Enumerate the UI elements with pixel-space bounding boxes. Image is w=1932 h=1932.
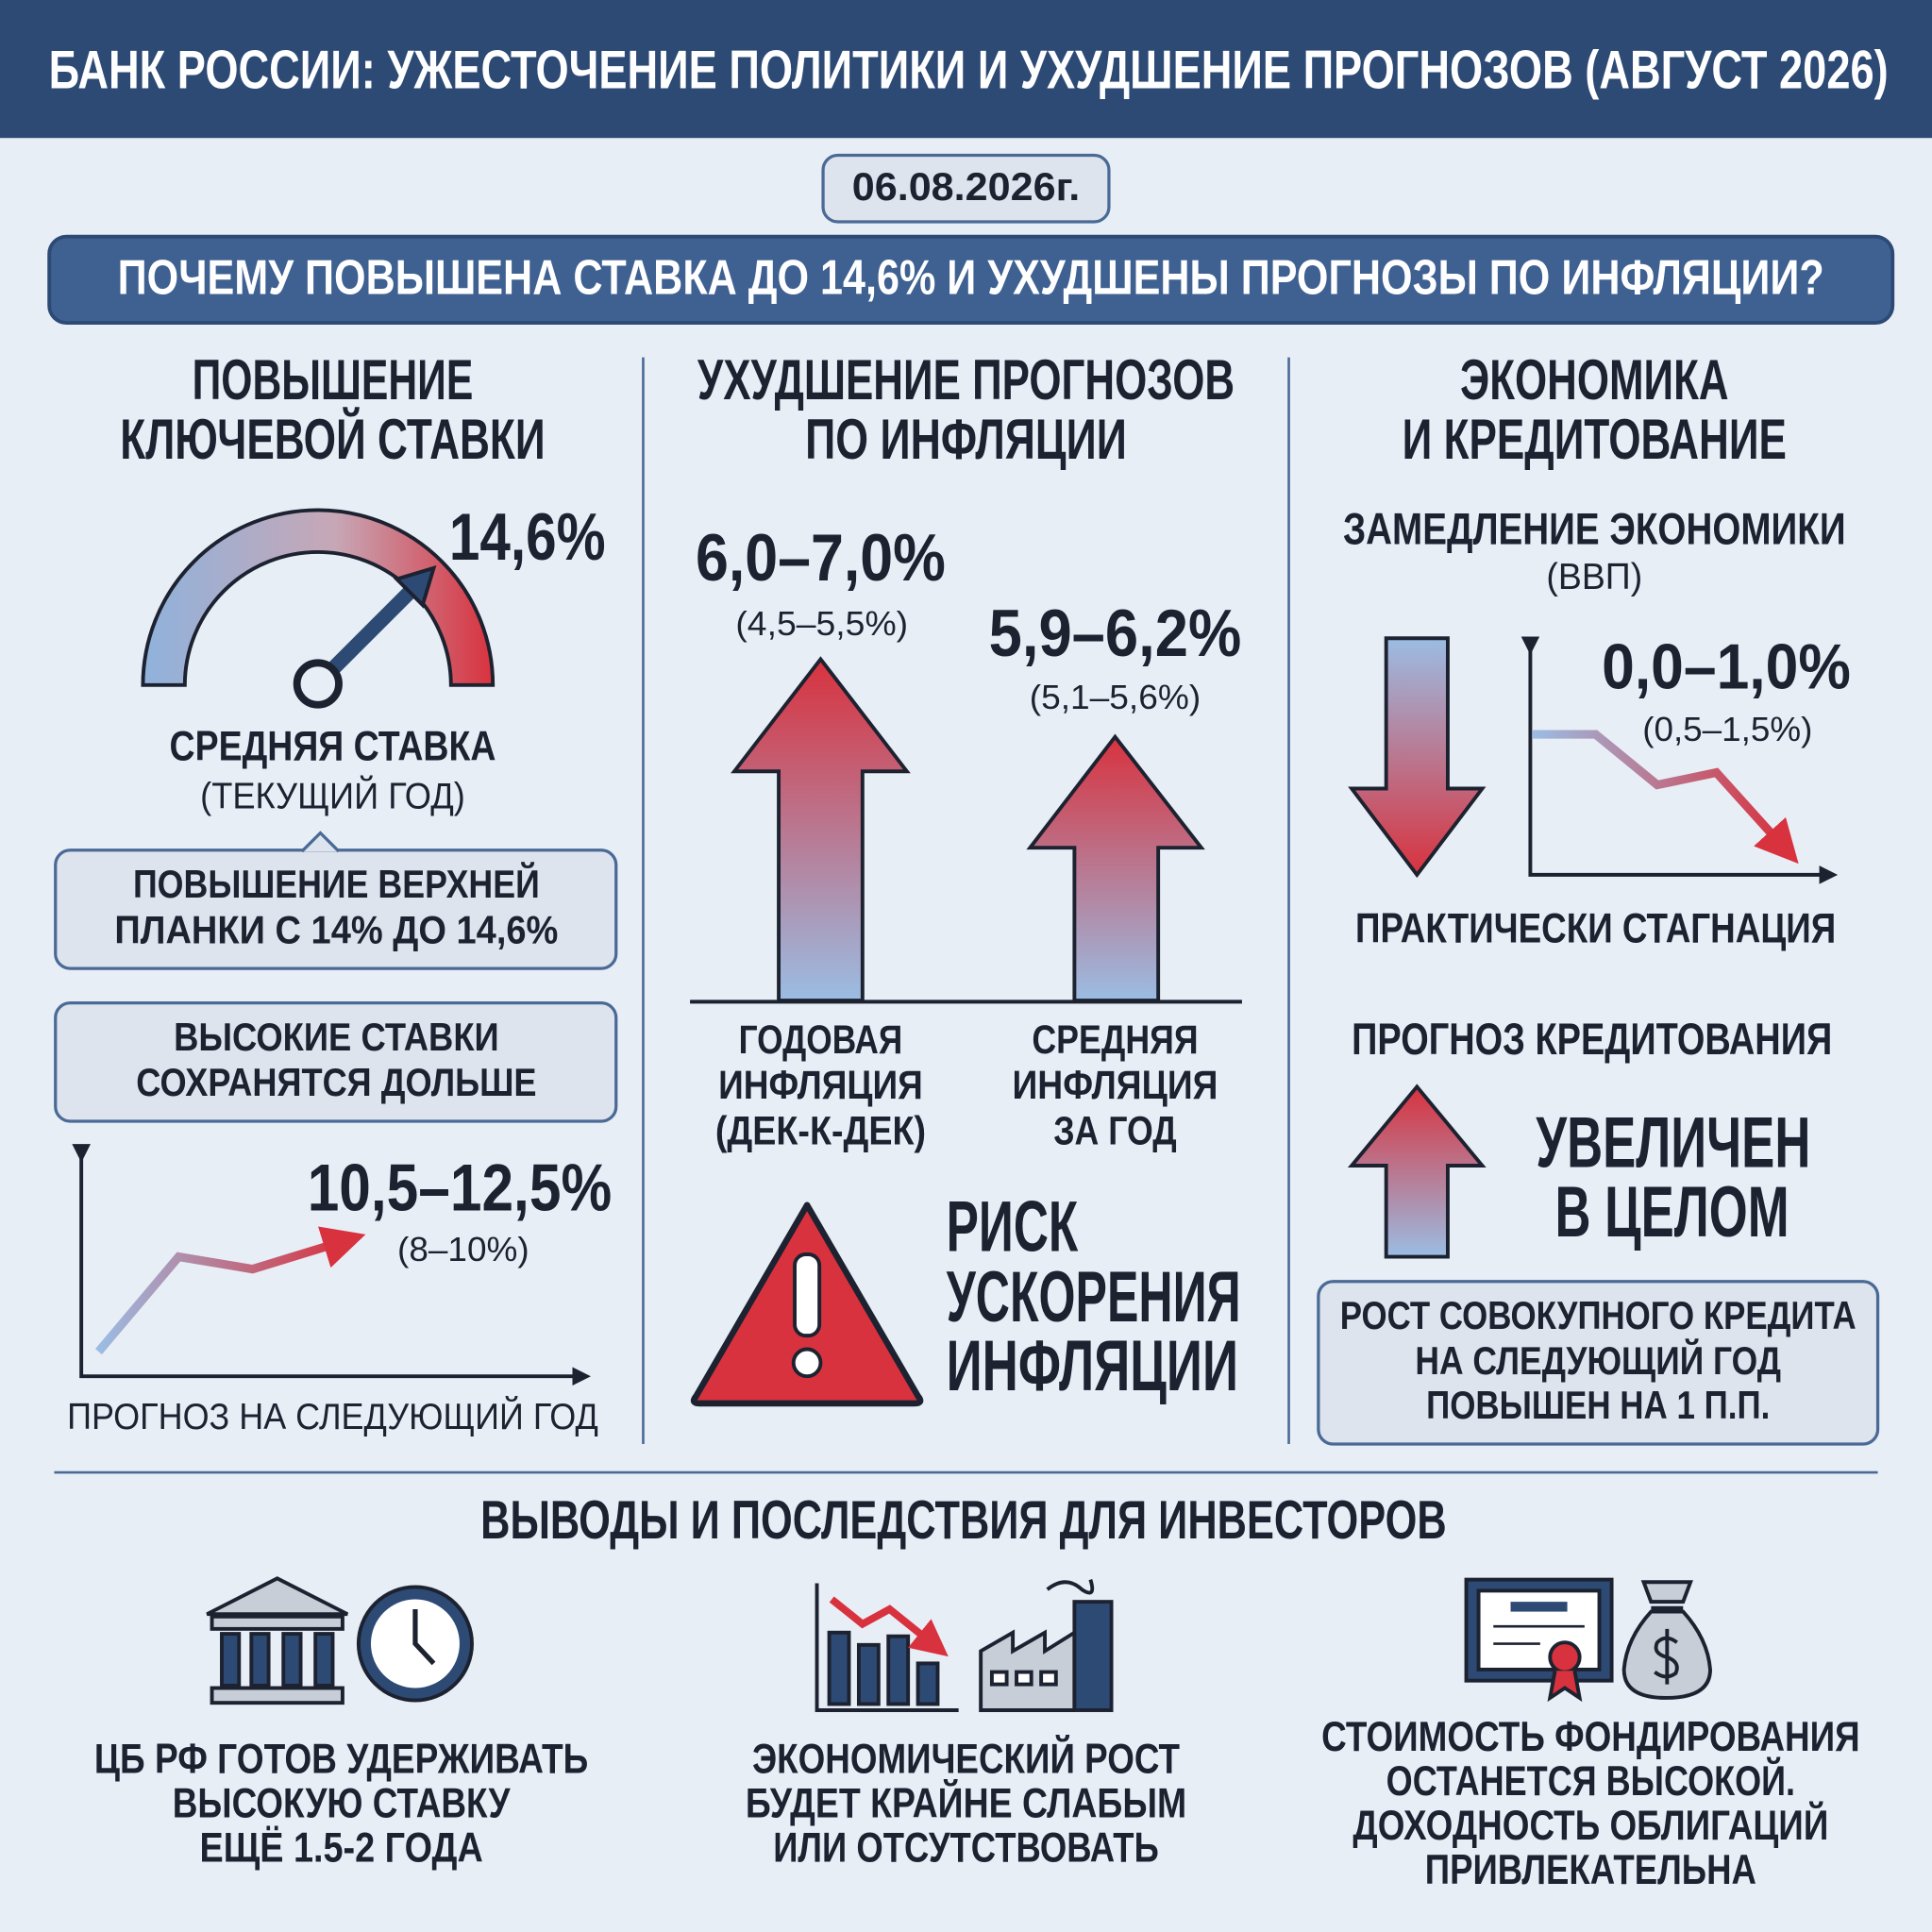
section-title: ЭКОНОМИКА — [1460, 348, 1729, 412]
credit-value: УВЕЛИЧЕН — [1536, 1103, 1810, 1184]
conclusion-text: БУДЕТ КРАЙНЕ СЛАБЫМ — [746, 1779, 1186, 1827]
label: (ТЕКУЩИЙ ГОД) — [200, 774, 465, 816]
arrow-up — [1026, 733, 1205, 1003]
prev-value: (4,5–5,5%) — [735, 604, 908, 643]
box-text: РОСТ СОВОКУПНОГО КРЕДИТА — [1340, 1293, 1856, 1337]
trend-line — [94, 1226, 366, 1355]
prev-value: (5,1–5,6%) — [1030, 678, 1201, 716]
box-text: НА СЛЕДУЮЩИЙ ГОД — [1415, 1337, 1781, 1383]
gauge-hub — [293, 659, 343, 709]
gauge-value: 14,6% — [449, 499, 606, 574]
label: ЗА ГОД — [1053, 1108, 1177, 1153]
chart-axes — [1520, 636, 1839, 884]
section-title: ПОВЫШЕНИЕ — [193, 348, 474, 412]
chart-icon — [815, 1583, 959, 1712]
label: ИНФЛЯЦИЯ — [718, 1063, 923, 1108]
factory-icon — [979, 1579, 1114, 1712]
gauge — [141, 508, 496, 687]
risk-text: ИНФЛЯЦИИ — [947, 1326, 1238, 1406]
box-text: СОХРАНЯТСЯ ДОЛЬШЕ — [136, 1060, 536, 1104]
arrow-down — [1348, 636, 1487, 879]
conclusion-text: ВЫСОКУЮ СТАВКУ — [173, 1781, 512, 1827]
label: СРЕДНЯЯ СТАВКА — [170, 723, 496, 769]
forecast-value: 10,5–12,5% — [308, 1150, 612, 1224]
chart-axes — [72, 1144, 591, 1386]
title: БАНК РОССИИ: УЖЕСТОЧЕНИЕ ПОЛИТИКИ И УХУД… — [49, 41, 1889, 101]
header-bar — [0, 0, 1932, 139]
gauge-needle-head — [393, 564, 437, 609]
risk-text: УСКОРЕНИЯ — [947, 1257, 1241, 1337]
risk-text: РИСК — [947, 1186, 1079, 1267]
label: ПРАКТИЧЕСКИ СТАГНАЦИЯ — [1355, 906, 1836, 952]
conclusion-text: ПРИВЛЕКАТЕЛЬНА — [1425, 1847, 1756, 1893]
label: ИНФЛЯЦИЯ — [1012, 1063, 1218, 1108]
section-title: ВЫВОДЫ И ПОСЛЕДСТВИЯ ДЛЯ ИНВЕСТОРОВ — [480, 1490, 1446, 1551]
label: СРЕДНЯЯ — [1032, 1017, 1198, 1063]
arrow-up — [1347, 1084, 1487, 1259]
conclusion-text: ОСТАНЕТСЯ ВЫСОКОЙ. — [1386, 1756, 1795, 1805]
label: (ДЕК-К-ДЕК) — [715, 1108, 926, 1153]
box-text: ПОВЫШЕН НА 1 П.П. — [1426, 1383, 1770, 1427]
label: (ВВП) — [1546, 557, 1642, 597]
date-pill — [821, 153, 1111, 224]
bank-icon — [206, 1576, 349, 1705]
section-title: УХУДШЕНИЕ ПРОГНОЗОВ — [697, 348, 1235, 412]
label: ПРОГНОЗ КРЕДИТОВАНИЯ — [1352, 1014, 1832, 1064]
value: 5,9–6,2% — [989, 596, 1242, 670]
warning-dot — [791, 1347, 823, 1379]
credit-value: В ЦЕЛОМ — [1555, 1172, 1789, 1252]
warning-mark — [793, 1252, 822, 1338]
clock-icon — [356, 1585, 474, 1703]
conclusion-text: СТОИМОСТЬ ФОНДИРОВАНИЯ — [1321, 1714, 1859, 1760]
value: 6,0–7,0% — [696, 520, 946, 595]
question-banner — [47, 234, 1895, 325]
callout-tip — [300, 831, 341, 853]
label: ГОДОВАЯ — [739, 1017, 903, 1063]
conclusion-text: ИЛИ ОТСУТСТВОВАТЬ — [773, 1825, 1159, 1872]
section-title: КЛЮЧЕВОЙ СТАВКИ — [120, 408, 545, 471]
arrow-up — [731, 656, 911, 1003]
certificate-icon — [1464, 1577, 1614, 1703]
question: ПОЧЕМУ ПОВЫШЕНА СТАВКА ДО 14,6% И УХУДШЕ… — [118, 250, 1824, 305]
conclusion-text: ЭКОНОМИЧЕСКИЙ РОСТ — [752, 1735, 1180, 1783]
conclusion-text: ДОХОДНОСТЬ ОБЛИГАЦИЙ — [1352, 1801, 1828, 1849]
box-text: ПЛАНКИ С 14% ДО 14,6% — [114, 907, 558, 951]
section-title: ПО ИНФЛЯЦИИ — [805, 408, 1127, 471]
forecast-prev: (8–10%) — [397, 1230, 529, 1268]
trend-line — [1533, 730, 1799, 865]
conclusion-text: ЕЩЁ 1.5-2 ГОДА — [199, 1825, 482, 1872]
box-text: ПОВЫШЕНИЕ ВЕРХНЕЙ — [133, 861, 540, 906]
box-text: ВЫСОКИЕ СТАВКИ — [174, 1015, 499, 1059]
label: ПРОГНОЗ НА СЛЕДУЮЩИЙ ГОД — [67, 1395, 598, 1437]
label: ЗАМЕДЛЕНИЕ ЭКОНОМИКИ — [1343, 503, 1846, 553]
date: 06.08.2026г. — [852, 164, 1081, 209]
money-bag-icon — [1621, 1580, 1712, 1700]
prev-value: (0,5–1,5%) — [1642, 710, 1812, 748]
info-box — [1317, 1280, 1880, 1446]
section-title: И КРЕДИТОВАНИЕ — [1403, 408, 1787, 471]
conclusion-text: ЦБ РФ ГОТОВ УДЕРЖИВАТЬ — [94, 1737, 588, 1783]
value: 0,0–1,0% — [1602, 631, 1851, 702]
info-box — [54, 1001, 618, 1123]
